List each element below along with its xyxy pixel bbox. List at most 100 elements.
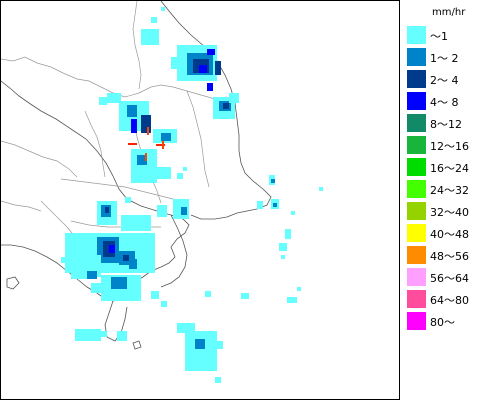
legend-item: 24～32 (402, 178, 482, 200)
legend-label: 56～64 (430, 272, 469, 285)
legend-label: 16～24 (430, 162, 469, 175)
rain-echo-cell (257, 201, 263, 209)
rain-echo-cell (273, 203, 277, 207)
bay-coast (160, 214, 188, 288)
legend-label: 8～12 (430, 118, 462, 131)
rain-echo-cell (151, 17, 157, 23)
legend-label: ～1 (430, 30, 448, 43)
legend-label: 12～16 (430, 140, 469, 153)
rain-echo-cell (121, 215, 151, 231)
legend-swatch (407, 268, 426, 286)
legend-item: 56～64 (402, 266, 482, 288)
rain-echo-cell (195, 339, 205, 349)
legend-swatch (407, 26, 426, 44)
rain-echo-cell (177, 173, 183, 179)
legend-swatch (407, 158, 426, 176)
legend-swatch (407, 290, 426, 308)
rain-echo-cell (141, 115, 151, 133)
rain-echo-cell (61, 257, 71, 263)
legend-item: 48～56 (402, 244, 482, 266)
rain-echo-cell (287, 297, 297, 303)
rain-echo-cell (241, 293, 249, 299)
rain-echo-cell (205, 291, 211, 297)
legend-item: 64～80 (402, 288, 482, 310)
legend-item: 12～16 (402, 134, 482, 156)
rain-echo-cell (229, 93, 239, 103)
rain-echo-cell (125, 197, 131, 203)
legend-swatch (407, 180, 426, 198)
rain-echo-layer (61, 7, 323, 383)
izu-peninsula (104, 300, 128, 342)
rain-echo-cell (129, 259, 137, 269)
legend-label: 2～ 4 (430, 74, 459, 87)
rain-echo-cell (183, 167, 187, 171)
legend-swatch (407, 48, 426, 66)
rain-echo-cell (207, 83, 213, 91)
legend-label: 1～ 2 (430, 52, 459, 65)
legend-label: 32～40 (430, 206, 469, 219)
marker (147, 127, 149, 135)
rain-echo-cell (117, 331, 127, 341)
rain-echo-cell (151, 291, 159, 299)
legend-swatch (407, 136, 426, 154)
rain-echo-cell (157, 205, 167, 217)
rain-echo-cell (91, 283, 101, 293)
legend-label: 4～ 8 (430, 96, 459, 109)
rain-echo-cell (161, 301, 167, 307)
marker (156, 144, 165, 146)
legend-unit: mm/hr (432, 7, 466, 18)
rain-echo-cell (71, 269, 91, 279)
rain-echo-cell (181, 207, 187, 215)
rain-echo-cell (75, 329, 101, 341)
rain-echo-cell (149, 235, 155, 241)
rain-echo-cell (177, 323, 195, 333)
rain-echo-cell (99, 97, 107, 105)
legend-item: 1～ 2 (402, 46, 482, 68)
rain-echo-cell (207, 49, 215, 55)
legend-swatch (407, 224, 426, 242)
legend-item: 8～12 (402, 112, 482, 134)
rain-echo-cell (105, 207, 109, 213)
legend-swatch (407, 92, 426, 110)
rain-echo-cell (101, 331, 107, 337)
marker (145, 153, 147, 161)
radar-map (0, 0, 400, 400)
legend-item: 32～40 (402, 200, 482, 222)
rain-echo-cell (109, 245, 115, 253)
rain-echo-cell (137, 155, 147, 165)
precipitation-legend: mm/hr ～1 1～ 2 2～ 4 4～ 8 8～12 12～16 16～24 24～32 3… (402, 0, 482, 340)
legend-label: 64～80 (430, 294, 469, 307)
marker (162, 141, 164, 149)
rain-echo-cell (127, 105, 137, 117)
prefecture-borders (1, 1, 236, 250)
rain-echo-cell (161, 7, 165, 11)
legend-swatch (407, 70, 426, 88)
rain-echo-cell (171, 57, 187, 69)
rain-echo-cell (285, 229, 291, 239)
legend-item: 4～ 8 (402, 90, 482, 112)
legend-item: 80～ (402, 310, 482, 332)
legend-item: ～1 (402, 24, 482, 46)
legend-swatch (407, 114, 426, 132)
legend-label: 80～ (430, 316, 455, 329)
rain-echo-cell (111, 277, 127, 289)
rain-echo-cell (271, 179, 275, 183)
rain-echo-cell (137, 245, 151, 255)
rain-echo-cell (87, 271, 97, 279)
rain-echo-cell (223, 103, 229, 109)
rain-echo-cell (185, 331, 217, 371)
rain-echo-cell (123, 255, 129, 261)
rain-echo-cell (291, 211, 295, 215)
rain-echo-cell (215, 61, 221, 75)
rain-echo-cell (199, 65, 207, 73)
legend-swatch (407, 202, 426, 220)
rain-echo-cell (141, 29, 159, 45)
heavy-rain-markers (128, 127, 165, 161)
legend-item: 2～ 4 (402, 68, 482, 90)
rain-echo-cell (131, 119, 137, 133)
legend-swatch (407, 312, 426, 330)
legend-label: 48～56 (430, 250, 469, 263)
island-outline-2 (132, 340, 142, 350)
rain-echo-cell (281, 255, 285, 259)
rain-echo-cell (215, 341, 223, 349)
